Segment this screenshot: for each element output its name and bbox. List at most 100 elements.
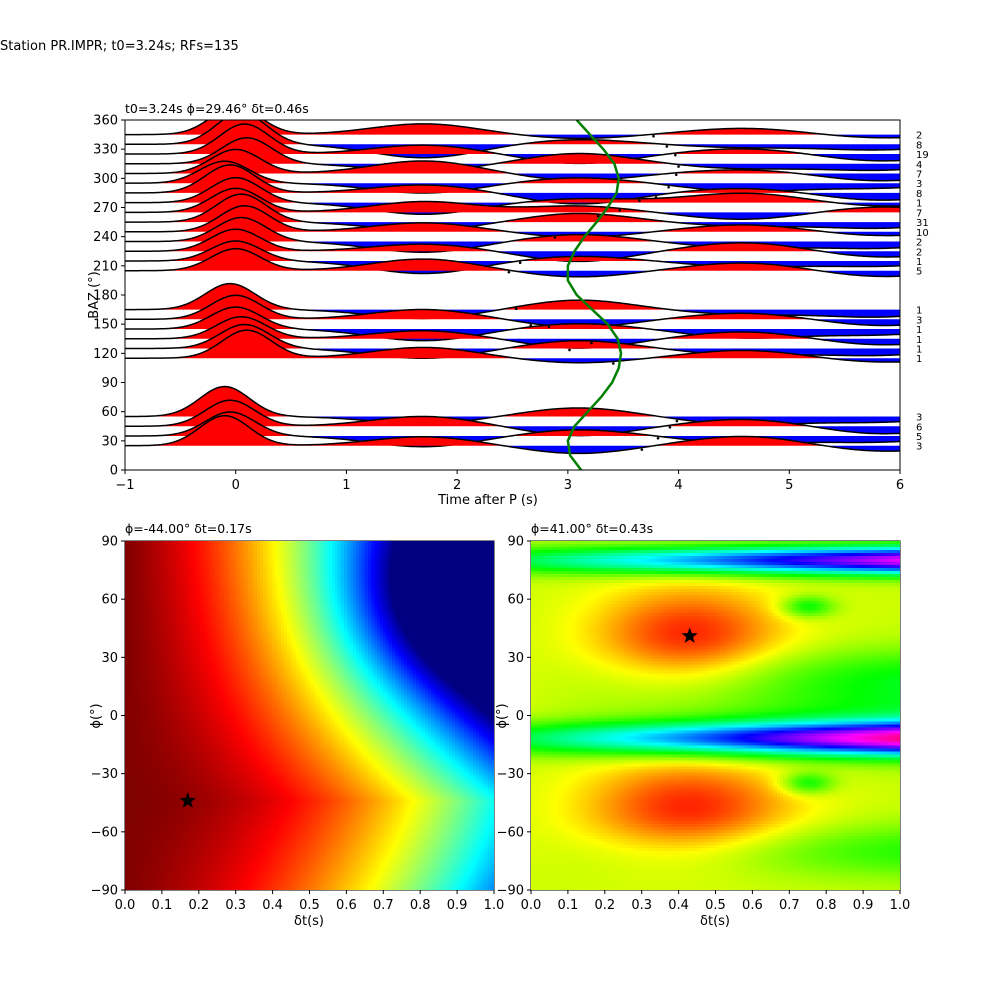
trace-positive-fill bbox=[125, 164, 900, 193]
grid1-x-ticks: 0.0 0.1 0.2 0.3 0.4 0.5 0.6 0.7 0.8 0.9 1.0 bbox=[115, 890, 504, 913]
trace-negative-fill bbox=[125, 163, 900, 171]
trace-positive-fill bbox=[125, 205, 900, 232]
trace-count-label: 3 bbox=[916, 413, 922, 424]
trace-positive-fill bbox=[125, 120, 900, 145]
trace-marker-dot bbox=[656, 436, 660, 440]
x-tick-label: 0.2 bbox=[188, 898, 209, 913]
trace-positive-fill bbox=[125, 194, 900, 223]
trace-count-label: 1 bbox=[916, 257, 922, 268]
y-tick-label: 90 bbox=[101, 535, 118, 550]
trace-line bbox=[125, 187, 900, 220]
x-tick-label: 4 bbox=[674, 478, 682, 493]
y-tick-label: 270 bbox=[93, 201, 118, 216]
x-tick-label: 0.6 bbox=[336, 898, 357, 913]
trace-count-label: 4 bbox=[916, 160, 922, 171]
trace-positive-fill bbox=[125, 120, 900, 135]
trace-positive-fill bbox=[125, 330, 900, 359]
trace-count-label: 1 bbox=[916, 335, 922, 346]
trace-line bbox=[125, 329, 900, 364]
traces-ylabel: BAZ (°) bbox=[87, 271, 102, 319]
y-tick-label: 30 bbox=[101, 651, 118, 666]
grid2-y-ticks: −90 −60 −30 0 30 60 90 bbox=[497, 535, 531, 899]
trace-count-label: 7 bbox=[916, 169, 922, 180]
trace-positive-fill bbox=[125, 324, 900, 349]
trace-count-label: 1 bbox=[916, 199, 922, 210]
grid2-best-star-marker bbox=[681, 627, 698, 643]
trace-positive-fill bbox=[125, 137, 900, 164]
trace-count-label: 5 bbox=[916, 432, 922, 443]
trace-count-label: 10 bbox=[916, 228, 929, 239]
trace-positive-fill bbox=[125, 124, 900, 155]
y-tick-label: 0 bbox=[110, 464, 118, 479]
grid2-ylabel: ϕ(°) bbox=[495, 703, 510, 728]
y-tick-label: 60 bbox=[101, 405, 118, 420]
trace-positive-fill bbox=[125, 307, 900, 330]
y-tick-label: 210 bbox=[93, 259, 118, 274]
trace-count-label: 19 bbox=[916, 150, 929, 161]
trace-marker-dot bbox=[518, 261, 522, 265]
x-tick-label: 0.5 bbox=[299, 898, 320, 913]
trace-marker-dot bbox=[590, 341, 593, 345]
trace-baz-25 bbox=[125, 414, 900, 455]
grid1-ylabel: ϕ(°) bbox=[89, 703, 104, 728]
y-tick-label: −90 bbox=[91, 884, 118, 899]
trace-line bbox=[125, 414, 900, 455]
trace-negative-fill bbox=[125, 348, 900, 359]
trace-positive-fill bbox=[125, 217, 900, 242]
trace-baz-155 bbox=[125, 294, 900, 328]
trace-marker-dot bbox=[674, 173, 678, 177]
trace-count-label: 3 bbox=[916, 179, 922, 190]
traces-y-ticks: 0 30 60 90 120 150 180 210 240 270 300 330 360 bbox=[93, 114, 125, 479]
trace-marker-dot bbox=[553, 236, 557, 239]
figure-suptitle: Station PR.IMPR; t0=3.24s; RFs=135 bbox=[0, 39, 239, 54]
trace-baz-265 bbox=[125, 187, 900, 220]
x-tick-label: 0.1 bbox=[558, 898, 579, 913]
grid1-title: ϕ=-44.00° δt=0.17s bbox=[125, 521, 252, 536]
grid2-xlabel: δt(s) bbox=[700, 914, 730, 929]
trace-layer bbox=[125, 120, 900, 470]
x-tick-label: 1 bbox=[342, 478, 350, 493]
y-tick-label: 300 bbox=[93, 172, 118, 187]
trace-line bbox=[125, 294, 900, 328]
trace-marker-dot bbox=[640, 448, 644, 451]
trace-positive-fill bbox=[125, 295, 900, 320]
trace-line bbox=[125, 399, 900, 437]
trace-marker-dot bbox=[514, 307, 518, 311]
arrival-curve bbox=[566, 120, 623, 470]
traces-x-ticks: −1 0 1 2 3 4 5 6 bbox=[115, 470, 904, 493]
trace-line bbox=[125, 247, 900, 278]
y-tick-label: −60 bbox=[91, 825, 118, 840]
x-tick-label: 0.0 bbox=[521, 898, 542, 913]
trace-positive-fill bbox=[125, 316, 900, 339]
energy-grid-2-panel: ϕ=41.00° δt=0.43s 0.0 0.1 0.2 0.3 0.4 0.5 0.6 0… bbox=[495, 521, 910, 929]
trace-positive-fill bbox=[125, 241, 900, 261]
x-tick-label: 2 bbox=[453, 478, 461, 493]
trace-marker-dot bbox=[568, 348, 571, 352]
trace-negative-fill bbox=[125, 173, 900, 181]
y-tick-label: 30 bbox=[507, 651, 524, 666]
trace-marker-dot bbox=[674, 153, 677, 157]
trace-marker-dot bbox=[618, 209, 621, 212]
trace-negative-fill bbox=[125, 222, 900, 231]
x-tick-label: 0.6 bbox=[742, 898, 763, 913]
trace-marker-dot bbox=[667, 185, 670, 189]
trace-line bbox=[125, 228, 900, 263]
trace-count-label: 2 bbox=[916, 247, 922, 258]
trace-baz-325 bbox=[125, 123, 900, 165]
trace-marker-dot bbox=[665, 145, 669, 148]
traces-xlabel: Time after P (s) bbox=[437, 493, 538, 508]
trace-count-label: 3 bbox=[916, 315, 922, 326]
y-tick-label: −30 bbox=[497, 767, 524, 782]
trace-negative-fill bbox=[125, 251, 900, 262]
x-tick-label: 0.1 bbox=[152, 898, 173, 913]
trace-marker-dot bbox=[668, 425, 672, 429]
x-tick-label: 0 bbox=[232, 478, 240, 493]
grid2-x-ticks: 0.0 0.1 0.2 0.3 0.4 0.5 0.6 0.7 0.8 0.9 1.0 bbox=[521, 890, 910, 913]
trace-negative-fill bbox=[125, 416, 900, 425]
x-tick-label: 0.3 bbox=[225, 898, 246, 913]
trace-baz-315 bbox=[125, 137, 900, 172]
trace-negative-fill bbox=[125, 309, 900, 319]
trace-count-label: 3 bbox=[916, 442, 922, 453]
grid1-heatmap bbox=[125, 541, 494, 890]
y-tick-label: −30 bbox=[91, 767, 118, 782]
